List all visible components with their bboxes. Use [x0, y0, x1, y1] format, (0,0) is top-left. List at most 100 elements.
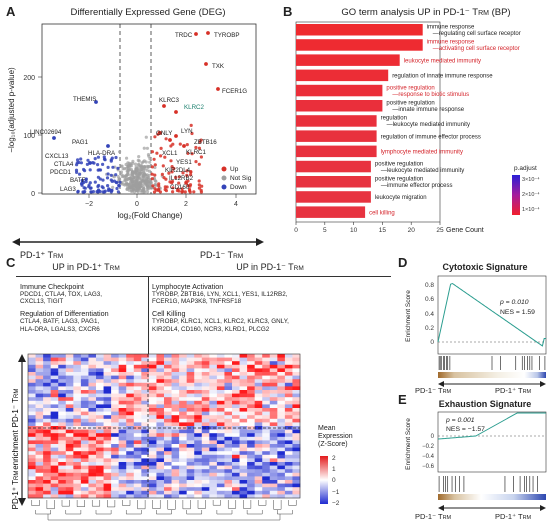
volcano-point-labeled — [194, 32, 198, 36]
svg-text:0: 0 — [294, 227, 298, 234]
gene-label: BATF — [70, 177, 86, 184]
heatmap-cell — [292, 393, 301, 398]
heatmap-cell — [247, 480, 255, 484]
volcano-point — [138, 168, 142, 172]
heatmap-cell — [156, 411, 165, 416]
heatmap-cell — [80, 386, 89, 391]
heatmap-cell — [179, 386, 187, 391]
heatmap-cell — [232, 476, 240, 481]
heatmap-cell — [186, 418, 195, 423]
heatmap-cell — [43, 462, 51, 466]
heatmap-cell — [141, 372, 150, 376]
svg-text:PD-1⁻ TRM: PD-1⁻ TRM — [200, 250, 243, 260]
heatmap-cell — [277, 458, 286, 463]
volcano-point-labeled — [206, 31, 210, 35]
heatmap-cell — [35, 382, 44, 387]
volcano-point — [134, 188, 138, 192]
heatmap-cell — [126, 390, 135, 394]
heatmap-cell — [254, 408, 263, 412]
heatmap-cell — [292, 404, 301, 409]
heatmap-cell — [65, 415, 74, 420]
heatmap-cell — [292, 390, 301, 394]
heatmap-cell — [239, 361, 248, 366]
heatmap-cell — [277, 422, 286, 427]
heatmap-cell — [73, 476, 82, 481]
heatmap-cell — [88, 487, 97, 492]
heatmap-cell — [284, 361, 293, 366]
heatmap-cell — [96, 444, 104, 448]
heatmap-cell — [262, 372, 271, 376]
heatmap-cell — [65, 472, 74, 477]
heatmap-cell — [118, 372, 127, 376]
heatmap-cell — [262, 447, 271, 452]
heatmap-cell — [103, 415, 112, 420]
heatmap-cell — [80, 465, 89, 470]
heatmap-cell — [254, 372, 263, 376]
heatmap-cell — [254, 411, 263, 416]
heatmap-cell — [179, 408, 187, 412]
heatmap-cell — [277, 472, 286, 477]
heatmap-cell — [262, 354, 271, 358]
heatmap-cell — [209, 447, 218, 452]
heatmap-cell — [103, 379, 112, 384]
heatmap-cell — [179, 372, 187, 376]
heatmap-cell — [103, 390, 112, 394]
heatmap-cell — [58, 372, 67, 376]
heatmap-cell — [103, 433, 112, 438]
heatmap-cell — [232, 440, 240, 445]
heatmap-cell — [65, 465, 74, 470]
heatmap-cell — [164, 480, 172, 484]
heatmap-cell — [164, 483, 172, 488]
heatmap-cell — [171, 458, 180, 463]
heatmap-cell — [35, 411, 44, 416]
gene-label: CTLA4 — [54, 161, 74, 168]
volcano-point-up — [150, 165, 154, 169]
heatmap-cell — [43, 444, 51, 448]
heatmap-cell — [43, 465, 51, 470]
heatmap-cell — [118, 494, 127, 499]
heatmap-cell — [232, 404, 240, 409]
heatmap-cell — [284, 472, 293, 477]
heatmap-cell — [164, 436, 172, 441]
heatmap-cell — [73, 451, 82, 456]
heatmap-cell — [284, 476, 293, 481]
heatmap-cell — [133, 372, 142, 376]
heatmap-cell — [171, 393, 180, 398]
heatmap-cell — [148, 368, 157, 373]
gene-label: KIR2DL4 — [165, 167, 191, 174]
heatmap-cell — [35, 404, 44, 409]
heatmap-cell — [96, 494, 104, 499]
heatmap-cell — [216, 451, 225, 456]
heatmap-cell — [35, 364, 44, 369]
heatmap-cell — [254, 487, 263, 492]
heatmap-cell — [43, 364, 51, 369]
heatmap-cell — [65, 397, 74, 402]
heatmap-cell — [28, 375, 36, 380]
heatmap-cell — [164, 490, 172, 495]
volcano-ytick: 0 — [31, 191, 35, 198]
heatmap-cell — [118, 386, 127, 391]
heatmap-cell — [43, 458, 51, 463]
heatmap-cell — [239, 454, 248, 459]
heatmap-cell — [262, 357, 271, 362]
heatmap-cell — [96, 379, 104, 384]
heatmap-cell — [292, 386, 301, 391]
heatmap-cell — [133, 404, 142, 409]
zscore-colorbar — [320, 456, 328, 504]
heatmap-cell — [179, 375, 187, 380]
heatmap-cell — [194, 386, 203, 391]
volcano-point-up — [167, 171, 171, 175]
heatmap-cell — [103, 400, 112, 405]
heatmap-cell — [201, 408, 210, 412]
go-bar — [296, 115, 377, 127]
heatmap-cell — [254, 418, 263, 423]
heatmap-cell — [262, 382, 271, 387]
heatmap-cell — [269, 490, 278, 495]
heatmap-cell — [179, 368, 187, 373]
heatmap-cell — [156, 472, 165, 477]
heatmap-cell — [126, 354, 135, 358]
volcano-point-up — [163, 155, 167, 159]
heatmap-cell — [254, 469, 263, 474]
heatmap-cell — [209, 436, 218, 441]
heatmap-cell — [216, 422, 225, 427]
